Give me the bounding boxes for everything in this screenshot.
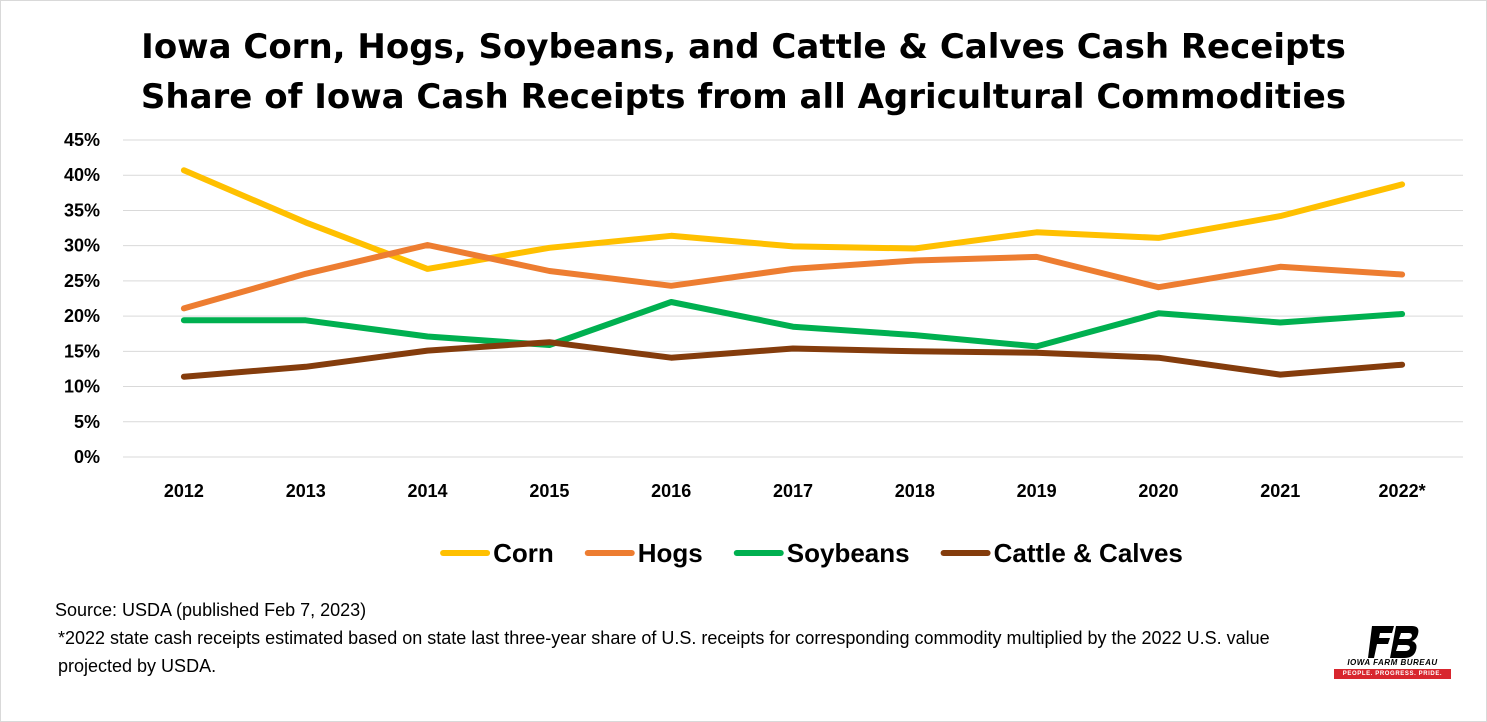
- legend-label-corn: Corn: [493, 538, 554, 568]
- y-tick-label: 40%: [64, 165, 100, 185]
- y-tick-label: 25%: [64, 271, 100, 291]
- logo-name: IOWA FARM BUREAU: [1347, 658, 1438, 667]
- x-tick-label: 2012: [164, 481, 204, 501]
- x-tick-label: 2017: [773, 481, 813, 501]
- chart-title: Iowa Corn, Hogs, Soybeans, and Cattle & …: [0, 22, 1487, 122]
- logo-tagline: PEOPLE. PROGRESS. PRIDE.: [1334, 669, 1451, 679]
- x-tick-label: 2014: [408, 481, 448, 501]
- series-line-corn: [180, 167, 1406, 272]
- x-tick-label: 2013: [286, 481, 326, 501]
- y-tick-label: 45%: [64, 130, 100, 150]
- x-tick-label: 2022*: [1379, 481, 1426, 501]
- series-lines: [180, 167, 1406, 380]
- x-tick-label: 2019: [1017, 481, 1057, 501]
- y-axis-ticks: 0% 5% 10% 15% 20% 25% 30% 35% 40% 45%: [64, 130, 100, 467]
- legend-label-hogs: Hogs: [638, 538, 703, 568]
- y-tick-label: 15%: [64, 341, 100, 361]
- line-chart: 0%5%10%15%20%25%30%35%40%45% 2012 2013 201…: [64, 130, 1463, 568]
- series-line-cattle-calves: [180, 339, 1406, 380]
- farm-bureau-mark-icon: [1368, 626, 1419, 658]
- x-tick-label: 2016: [651, 481, 691, 501]
- x-tick-label: 2021: [1260, 481, 1300, 501]
- legend-label-soybeans: Soybeans: [787, 538, 910, 568]
- footnote: *2022 state cash receipts estimated base…: [58, 628, 1270, 676]
- y-tick-label: 35%: [64, 200, 100, 220]
- legend-label-cattle-calves: Cattle & Calves: [994, 538, 1183, 568]
- x-tick-label: 2020: [1138, 481, 1178, 501]
- chart-title-text: Iowa Corn, Hogs, Soybeans, and Cattle & …: [140, 27, 1347, 117]
- y-tick-label: 10%: [64, 377, 100, 397]
- y-tick-label: 30%: [64, 236, 100, 256]
- x-axis-ticks: 2012 2013 2014 2015 2016 2017 2018 2019 2020 2021…: [164, 481, 1426, 501]
- x-tick-label: 2018: [895, 481, 935, 501]
- legend: Corn Hogs Soybeans Cattle & Calves: [440, 538, 1183, 568]
- x-tick-label: 2015: [529, 481, 569, 501]
- iowa-farm-bureau-logo: IOWA FARM BUREAU PEOPLE. PROGRESS. PRIDE…: [1330, 626, 1455, 680]
- gridlines: [123, 139, 1463, 458]
- y-tick-label: 0%: [74, 447, 100, 467]
- source-note: Source: USDA (published Feb 7, 2023): [55, 600, 367, 620]
- y-tick-label: 5%: [74, 412, 100, 432]
- series-line-hogs: [180, 242, 1406, 312]
- series-line-soybeans: [180, 299, 1406, 350]
- y-tick-label: 20%: [64, 306, 100, 326]
